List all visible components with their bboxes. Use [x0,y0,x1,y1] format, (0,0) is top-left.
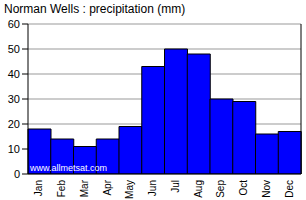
svg-text:Jun: Jun [147,180,158,196]
svg-text:Jul: Jul [170,180,181,193]
svg-text:May: May [124,180,135,199]
html-text:www.allmetsat.com: www.allmetsat.com [30,163,107,173]
svg-text:20: 20 [8,118,20,130]
svg-text:Dec: Dec [284,180,295,198]
svg-text:40: 40 [8,68,20,80]
svg-text:Feb: Feb [56,180,67,198]
svg-text:Nov: Nov [261,180,272,198]
html-text:Norman Wells : precipitation (: Norman Wells : precipitation (mm) [4,2,186,16]
svg-text:Aug: Aug [193,180,204,198]
svg-text:Oct: Oct [238,180,249,196]
svg-text:10: 10 [8,143,20,155]
svg-text:Apr: Apr [102,179,113,195]
svg-text:60: 60 [8,18,20,30]
svg-text:0: 0 [14,168,20,180]
svg-text:Mar: Mar [79,179,90,197]
svg-text:30: 30 [8,93,20,105]
svg-text:Jan: Jan [33,180,44,196]
svg-text:50: 50 [8,43,20,55]
svg-text:Sep: Sep [215,180,226,198]
